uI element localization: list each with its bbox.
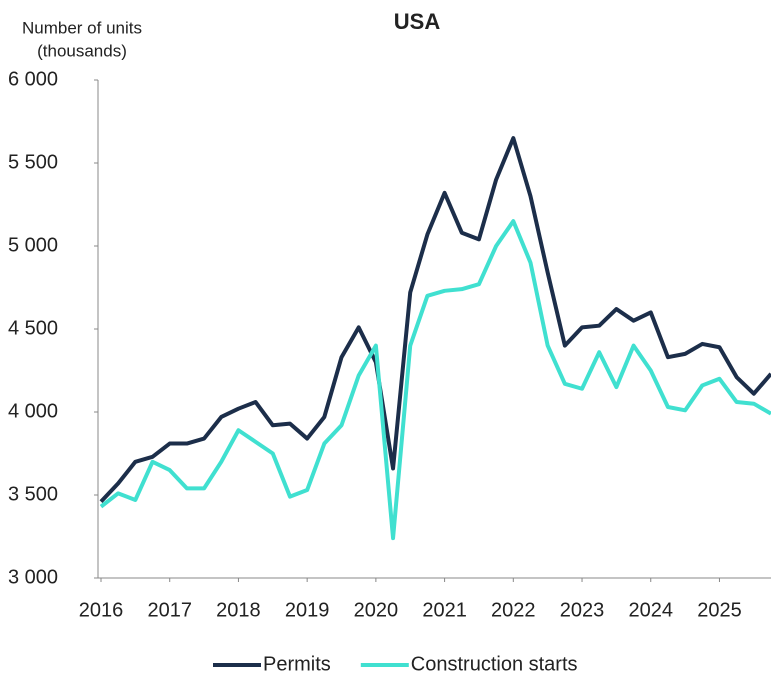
line <box>99 136 771 504</box>
line <box>99 219 771 541</box>
y-axis-label: Number of units <box>22 18 142 37</box>
y-tick-label: 5 500 <box>8 151 58 173</box>
x-tick-label: 2020 <box>354 599 399 621</box>
x-tick-label: 2017 <box>147 599 192 621</box>
y-tick-label: 5 000 <box>8 234 58 256</box>
x-tick-label: 2022 <box>491 599 536 621</box>
x-tick-label: 2018 <box>216 599 261 621</box>
legend-label: Construction starts <box>411 653 578 675</box>
legend-label: Permits <box>263 653 331 675</box>
x-tick-label: 2025 <box>697 599 742 621</box>
y-tick-label: 3 500 <box>8 483 58 505</box>
y-tick-label: 3 000 <box>8 566 58 588</box>
y-tick-label: 4 500 <box>8 317 58 339</box>
chart-title: USA <box>394 9 441 34</box>
x-tick-label: 2024 <box>628 599 673 621</box>
x-tick-label: 2016 <box>79 599 124 621</box>
y-tick-label: 4 000 <box>8 400 58 422</box>
x-tick-label: 2021 <box>422 599 467 621</box>
x-tick-label: 2019 <box>285 599 330 621</box>
y-tick-label: 6 000 <box>8 68 58 90</box>
plot-area <box>99 136 771 541</box>
x-tick-label: 2023 <box>560 599 605 621</box>
y-axis-label: (thousands) <box>37 41 127 60</box>
